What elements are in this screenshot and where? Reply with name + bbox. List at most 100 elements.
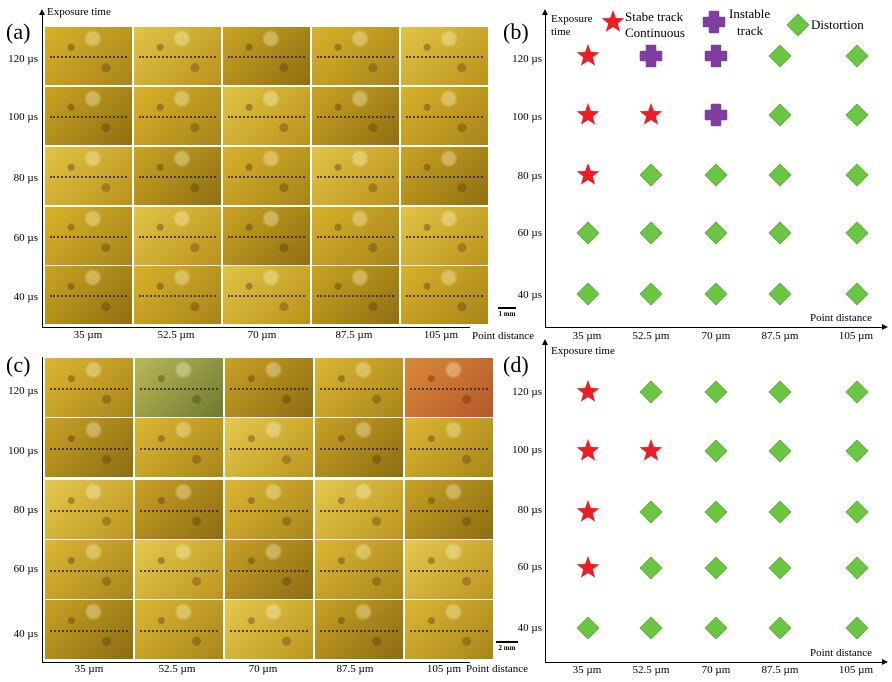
- panel-a-scan-track: [139, 116, 216, 120]
- panel-b-marker-instable-r0-c2: [704, 44, 728, 68]
- panel-c-scan-track: [140, 569, 218, 574]
- panel-c-ytick-100: 100 µs: [8, 445, 38, 457]
- panel-c-ytick-80: 80 µs: [13, 504, 38, 516]
- panel-a-scan-track: [228, 116, 305, 120]
- panel-a-scan-track: [406, 116, 483, 120]
- panel-d-marker-distortion-r4-c0: [576, 616, 600, 640]
- panel-a-micrograph-r2-c0: [45, 147, 132, 205]
- panel-c-xtick-87: 87.5 µm: [336, 663, 374, 675]
- panel-c-micrograph-r3-c2: [225, 540, 313, 599]
- panel-a-scan-track: [228, 56, 305, 60]
- panel-c-scan-track: [410, 387, 488, 392]
- panel-a-scan-track: [139, 176, 216, 180]
- panel-a-micrograph-r1-c4: [401, 87, 488, 145]
- panel-a-micrograph-r0-c1: [134, 27, 221, 85]
- panel-a-micrograph-r2-c3: [312, 147, 399, 205]
- panel-d-marker-distortion-r4-c4: [845, 616, 869, 640]
- panel-label-b: (b): [503, 19, 529, 44]
- panel-d-marker-distortion-r3-c3: [768, 556, 792, 580]
- panel-c-micrograph-r1-c3: [315, 418, 403, 477]
- panel-d-x-arrow: [882, 659, 888, 665]
- panel-a-ytick-60: 60 µs: [13, 232, 38, 244]
- panel-c-scan-track: [410, 569, 488, 574]
- panel-d-x-axis: [545, 662, 883, 663]
- panel-b-marker-distortion-r3-c1: [639, 221, 663, 245]
- panel-a-micrograph-r2-c2: [223, 147, 310, 205]
- panel-b-xtick-70: 70 µm: [701, 330, 731, 342]
- panel-a-micrograph-r0-c2: [223, 27, 310, 85]
- panel-a-ytick-100: 100 µs: [8, 111, 38, 123]
- panel-d-ytick-120: 120 µs: [512, 386, 542, 398]
- panel-c-micrograph-r4-c4: [405, 600, 493, 659]
- panel-a-scan-track: [317, 295, 394, 299]
- panel-b-xtick-35: 35 µm: [572, 330, 602, 342]
- panel-a-scan-track: [317, 56, 394, 60]
- panel-d-marker-distortion-r1-c2: [704, 439, 728, 463]
- panel-c-xtick-105: 105 µm: [426, 663, 462, 675]
- panel-c-scan-track: [50, 387, 128, 392]
- panel-b-marker-stable-r0-c0: [576, 44, 600, 66]
- panel-d-marker-distortion-r2-c3: [768, 500, 792, 524]
- panel-b-xtick-87: 87.5 µm: [761, 330, 799, 342]
- panel-b-marker-distortion-r3-c2: [704, 221, 728, 245]
- panel-b-y-arrow: [542, 9, 548, 15]
- panel-c-ytick-40: 40 µs: [13, 628, 38, 640]
- panel-c-micrograph-r0-c4: [405, 358, 493, 417]
- panel-d-marker-stable-r2-c0: [576, 500, 600, 522]
- panel-a-scan-track: [50, 295, 127, 299]
- panel-d-marker-distortion-r0-c4: [845, 380, 869, 404]
- panel-c-scan-track: [230, 447, 308, 452]
- panel-b-marker-distortion-r3-c3: [768, 221, 792, 245]
- panel-c-scale-bar: 2 mm: [493, 641, 521, 652]
- panel-b-xtick-105: 105 µm: [838, 330, 874, 342]
- panel-d-marker-distortion-r1-c3: [768, 439, 792, 463]
- panel-d-marker-distortion-r2-c4: [845, 500, 869, 524]
- panel-c-micrograph-r3-c1: [135, 540, 223, 599]
- panel-b-marker-distortion-r2-c2: [704, 163, 728, 187]
- panel-a-micrograph-r4-c1: [134, 266, 221, 324]
- panel-a-micrograph-r4-c4: [401, 266, 488, 324]
- panel-a-x-title: Point distance: [472, 330, 535, 342]
- legend-distortion-marker: [786, 13, 810, 37]
- panel-a-micrograph-r3-c3: [312, 207, 399, 265]
- panel-b-marker-distortion-r1-c4: [845, 103, 869, 127]
- panel-d-y-axis: [545, 344, 546, 662]
- panel-a-micrograph-r4-c3: [312, 266, 399, 324]
- panel-c-micrograph-r4-c2: [225, 600, 313, 659]
- panel-b-marker-stable-r2-c0: [576, 163, 600, 185]
- legend-instable-marker: [702, 10, 726, 34]
- panel-b-marker-distortion-r2-c4: [845, 163, 869, 187]
- panel-a-micrograph-r0-c0: [45, 27, 132, 85]
- panel-c-scan-track: [410, 447, 488, 452]
- panel-c-micrograph-r2-c0: [45, 480, 133, 539]
- panel-d-marker-stable-r1-c1: [639, 439, 663, 461]
- panel-c-micrograph-r1-c1: [135, 418, 223, 477]
- panel-c-scan-track: [140, 387, 218, 392]
- panel-b-ytick-120: 120 µs: [512, 53, 542, 65]
- panel-d-marker-stable-r1-c0: [576, 439, 600, 461]
- panel-a-scan-track: [50, 236, 127, 240]
- panel-a-xtick-35: 35 µm: [73, 329, 103, 341]
- panel-c-scan-track: [230, 629, 308, 634]
- panel-a-scan-track: [317, 116, 394, 120]
- panel-d-marker-distortion-r3-c1: [639, 556, 663, 580]
- panel-a-scan-track: [406, 236, 483, 240]
- panel-c-scan-track: [50, 569, 128, 574]
- panel-a-micrograph-r2-c1: [134, 147, 221, 205]
- panel-a-xtick-87: 87.5 µm: [335, 329, 373, 341]
- panel-b-ytick-40: 40 µs: [517, 289, 542, 301]
- panel-label-c: (c): [6, 352, 31, 377]
- panel-b-marker-stable-r1-c1: [639, 103, 663, 125]
- panel-c-micrograph-r1-c2: [225, 418, 313, 477]
- panel-a-micrograph-r2-c4: [401, 147, 488, 205]
- panel-b-marker-distortion-r3-c0: [576, 221, 600, 245]
- panel-c-scan-track: [320, 447, 398, 452]
- panel-a-scan-track: [50, 176, 127, 180]
- panel-d-y-title: Exposure time: [551, 345, 615, 357]
- panel-d-marker-distortion-r0-c1: [639, 380, 663, 404]
- panel-b-marker-instable-r1-c2: [704, 103, 728, 127]
- panel-d-xtick-35: 35 µm: [572, 664, 602, 676]
- panel-c-micrograph-r2-c2: [225, 480, 313, 539]
- panel-a-y-title: Exposure time: [47, 6, 111, 18]
- panel-a-y-arrow: [39, 9, 45, 15]
